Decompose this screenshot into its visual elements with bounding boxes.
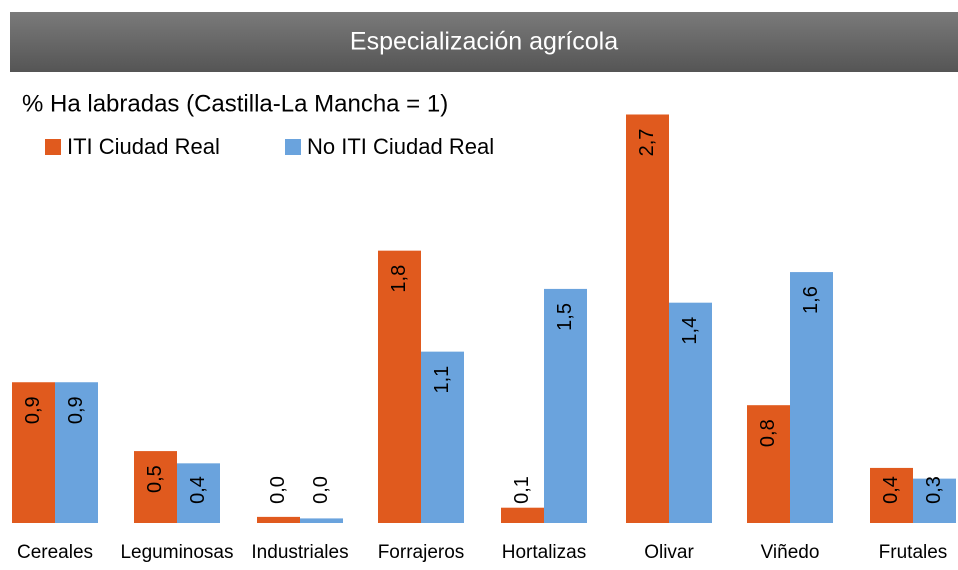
bar xyxy=(378,250,421,523)
bar xyxy=(913,478,956,523)
data-label: 0,0 xyxy=(310,476,332,504)
x-tick-label: Olivar xyxy=(644,542,694,563)
data-label: 2,7 xyxy=(636,129,658,157)
legend-label: No ITI Ciudad Real xyxy=(307,134,494,159)
data-label: 1,8 xyxy=(388,265,410,293)
bar xyxy=(747,405,790,523)
title-bar xyxy=(10,12,958,72)
data-label: 0,4 xyxy=(187,476,209,504)
x-tick-label: Viñedo xyxy=(761,542,820,563)
bar xyxy=(669,302,712,523)
data-label: 0,5 xyxy=(144,465,166,493)
bar xyxy=(626,114,669,524)
bar xyxy=(300,518,343,523)
legend-swatch xyxy=(45,139,61,155)
bar xyxy=(870,467,913,523)
chart-title: Especialización agrícola xyxy=(350,28,618,56)
bar xyxy=(134,451,177,523)
bar xyxy=(790,272,833,523)
data-label: 0,1 xyxy=(511,476,533,504)
bar xyxy=(421,351,464,523)
chart-subtitle: % Ha labradas (Castilla-La Mancha = 1) xyxy=(22,90,448,117)
data-label: 1,4 xyxy=(679,317,701,345)
x-tick-label: Leguminosas xyxy=(120,542,233,563)
data-label: 0,9 xyxy=(22,396,44,424)
data-label: 0,9 xyxy=(65,396,87,424)
bar xyxy=(177,463,220,523)
legend-swatch xyxy=(285,139,301,155)
data-label: 0,8 xyxy=(757,419,779,447)
data-label: 0,3 xyxy=(923,476,945,504)
legend-label: ITI Ciudad Real xyxy=(67,134,220,159)
data-label: 1,5 xyxy=(554,303,576,331)
x-tick-label: Hortalizas xyxy=(502,542,586,563)
data-label: 1,6 xyxy=(800,286,822,314)
data-label: 1,1 xyxy=(431,366,453,394)
bar xyxy=(501,507,544,523)
x-tick-label: Cereales xyxy=(17,542,93,563)
x-tick-label: Frutales xyxy=(879,542,948,563)
bar xyxy=(55,382,98,523)
bar xyxy=(544,288,587,523)
data-label: 0,4 xyxy=(880,476,902,504)
bar xyxy=(12,382,55,523)
data-label: 0,0 xyxy=(267,476,289,504)
x-tick-label: Forrajeros xyxy=(378,542,465,563)
x-tick-label: Industriales xyxy=(251,542,348,563)
bar xyxy=(257,516,300,523)
